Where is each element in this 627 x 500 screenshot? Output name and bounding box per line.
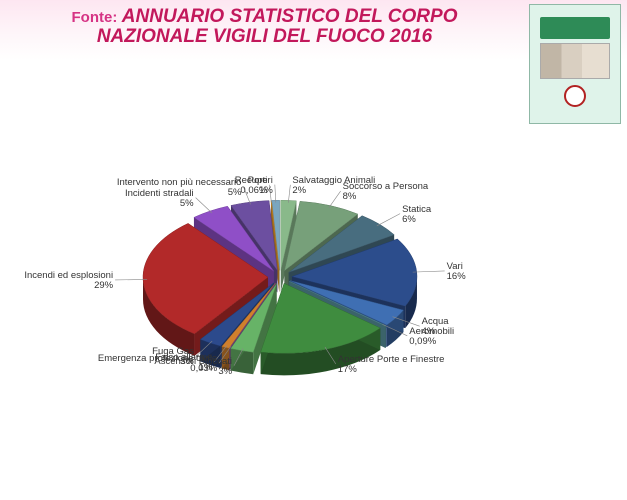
slice-label-pct: 8% <box>343 192 429 202</box>
thumbnail-image <box>540 43 610 79</box>
source-prefix: Fonte: <box>72 9 118 26</box>
leader-line <box>115 279 147 280</box>
heading-line1: ANNUARIO STATISTICO DEL CORPO <box>122 6 458 27</box>
leader-line <box>275 185 276 203</box>
pie-chart: Salvataggio Animali2%Soccorso a Persona8… <box>0 52 540 497</box>
slice-label: Recuperi1% <box>235 176 273 196</box>
leader-line <box>413 271 445 272</box>
heading-line2: NAZIONALE VIGILI DEL FUOCO 2016 <box>12 26 517 48</box>
slice-label-pct: 3% <box>152 357 194 367</box>
leader-line <box>377 214 400 226</box>
thumbnail-band <box>540 17 610 39</box>
source-thumbnail <box>529 4 621 124</box>
slice-label-pct: 29% <box>24 281 113 291</box>
slice-label: Intervento non più necessario5% <box>117 178 242 198</box>
slice-label-pct: 5% <box>117 188 242 198</box>
slice-label: Aperture Porte e Finestre17% <box>338 355 445 375</box>
slice-label-pct: 1% <box>235 186 273 196</box>
slice-label-pct: 6% <box>402 215 431 225</box>
slice-label: Statica6% <box>402 205 431 225</box>
slice-label: Fuga Gas3% <box>152 347 194 367</box>
slice-label-pct: 16% <box>447 272 466 282</box>
slice-label: Vari16% <box>447 262 466 282</box>
slice-label-pct: 17% <box>338 365 445 375</box>
slice-label: Aeromobili0,09% <box>409 327 454 347</box>
thumbnail-seal <box>564 85 586 107</box>
slide: Fonte: ANNUARIO STATISTICO DEL CORPO NAZ… <box>0 0 627 500</box>
slice-label-text: Intervento non più necessario <box>117 177 242 188</box>
slice-label-pct: 5% <box>125 199 194 209</box>
leader-line <box>288 185 290 203</box>
slice-label: Soccorso a Persona8% <box>343 182 429 202</box>
slice-label-pct: 0,09% <box>409 337 454 347</box>
leader-line <box>196 198 212 213</box>
slice-label: Incendi ed esplosioni29% <box>24 271 113 291</box>
